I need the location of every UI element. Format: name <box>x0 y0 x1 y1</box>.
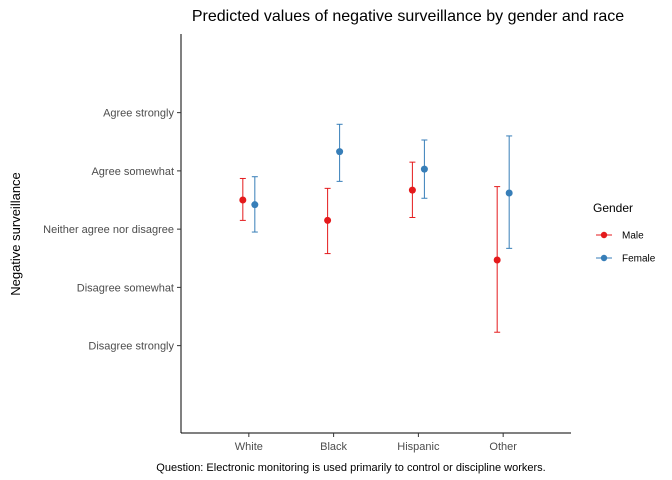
x-tick-label: Black <box>320 441 347 453</box>
y-tick-label: Agree strongly <box>103 108 174 120</box>
data-point <box>408 186 416 194</box>
data-point <box>251 201 259 209</box>
y-axis-title: Negative surveillance <box>8 172 23 296</box>
series-male <box>239 161 501 333</box>
data-point <box>420 165 428 173</box>
data-point <box>493 256 501 264</box>
chart-title: Predicted values of negative surveillanc… <box>192 8 624 25</box>
legend-item-male: Male <box>596 231 644 242</box>
y-tick-label: Disagree strongly <box>88 341 174 353</box>
legend-key-point <box>600 231 608 239</box>
data-point <box>336 148 344 156</box>
y-tick-label: Neither agree nor disagree <box>43 224 174 236</box>
x-tick-label: Hispanic <box>397 441 440 453</box>
legend-title: Gender <box>593 201 633 215</box>
legend-key-point <box>600 254 608 262</box>
legend-label: Male <box>622 231 644 242</box>
legend-item-female: Female <box>596 254 656 265</box>
data-point <box>324 216 332 224</box>
y-axis: Disagree strongly Disagree somewhat Neithe… <box>43 34 182 433</box>
chart-caption: Question: Electronic monitoring is used … <box>156 462 545 474</box>
x-tick-label: White <box>235 441 263 453</box>
legend-label: Female <box>622 254 656 265</box>
plot-marks <box>239 123 513 333</box>
legend: Gender Male Female <box>593 201 656 265</box>
x-tick-label: Other <box>489 441 517 453</box>
y-tick-label: Disagree somewhat <box>77 282 174 294</box>
data-point <box>505 189 513 197</box>
x-axis: White Black Hispanic Other <box>181 432 571 453</box>
series-female <box>251 123 513 249</box>
data-point <box>239 196 247 204</box>
y-tick-label: Agree somewhat <box>91 166 174 178</box>
